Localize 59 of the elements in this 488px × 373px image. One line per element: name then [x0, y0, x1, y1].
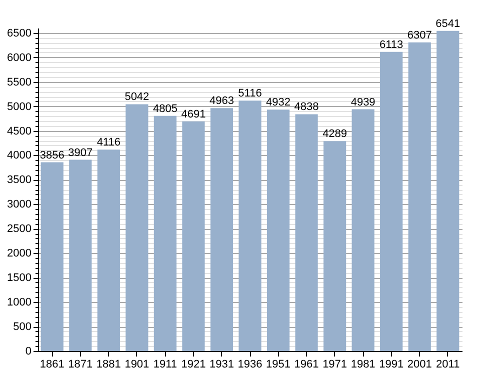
bar — [69, 160, 92, 351]
data-label: 4963 — [209, 95, 234, 108]
x-tick-label: 1871 — [68, 358, 93, 370]
bar — [266, 110, 290, 351]
x-tick-label: 1901 — [124, 358, 150, 370]
bar — [323, 141, 346, 351]
x-tick-label: 1951 — [266, 358, 291, 370]
bar — [126, 104, 148, 351]
data-label: 6307 — [407, 29, 432, 42]
data-label: 3856 — [40, 149, 64, 162]
y-tick-label: 500 — [13, 321, 32, 334]
data-label: 6541 — [436, 18, 460, 30]
data-label: 6113 — [380, 38, 404, 51]
x-tick-label: 1981 — [350, 358, 376, 370]
data-label: 4838 — [294, 101, 319, 114]
y-tick-label: 5000 — [7, 100, 32, 113]
y-tick-label: 5500 — [7, 76, 32, 88]
x-tick-label: 1931 — [209, 358, 234, 370]
bar — [154, 116, 177, 351]
x-tick-label: 1991 — [379, 358, 404, 370]
bar — [210, 108, 234, 351]
y-tick-label: 2500 — [7, 223, 32, 236]
bar — [238, 100, 262, 351]
x-tick-label: 2001 — [407, 358, 432, 370]
bar — [182, 121, 205, 351]
y-tick-label: 6500 — [7, 27, 32, 40]
data-label: 4691 — [181, 108, 206, 120]
data-label: 3907 — [68, 146, 93, 159]
bar — [352, 109, 374, 351]
bar — [380, 52, 403, 351]
x-tick-label: 2011 — [436, 358, 460, 370]
x-tick-label: 1881 — [96, 358, 121, 370]
data-label: 5116 — [238, 88, 262, 100]
data-label: 5042 — [124, 91, 150, 104]
data-label: 4939 — [350, 96, 376, 108]
x-tick-label: 1921 — [181, 358, 206, 370]
bar — [97, 150, 120, 351]
data-label: 4289 — [322, 128, 348, 140]
x-tick-label: 1971 — [322, 358, 348, 370]
bar — [436, 30, 460, 351]
y-tick-label: 4000 — [7, 150, 32, 162]
y-tick-label: 1500 — [7, 272, 32, 284]
bar — [295, 114, 318, 351]
bar — [408, 42, 431, 351]
x-tick-label: 1861 — [40, 358, 64, 370]
x-tick-label: 1936 — [238, 358, 262, 370]
data-label: 4116 — [96, 136, 120, 149]
y-tick-label: 0 — [25, 346, 32, 358]
x-tick-label: 1961 — [294, 358, 319, 370]
data-label: 4805 — [152, 102, 178, 115]
y-tick-label: 1000 — [7, 296, 32, 309]
y-tick-label: 3000 — [7, 198, 32, 211]
y-tick-label: 6000 — [7, 52, 32, 64]
x-tick-label: 1911 — [153, 358, 178, 370]
data-label: 4932 — [266, 96, 291, 109]
y-tick-label: 2000 — [7, 248, 32, 260]
y-tick-label: 3500 — [7, 174, 32, 186]
bar — [40, 162, 64, 351]
y-tick-label: 4500 — [7, 125, 32, 138]
